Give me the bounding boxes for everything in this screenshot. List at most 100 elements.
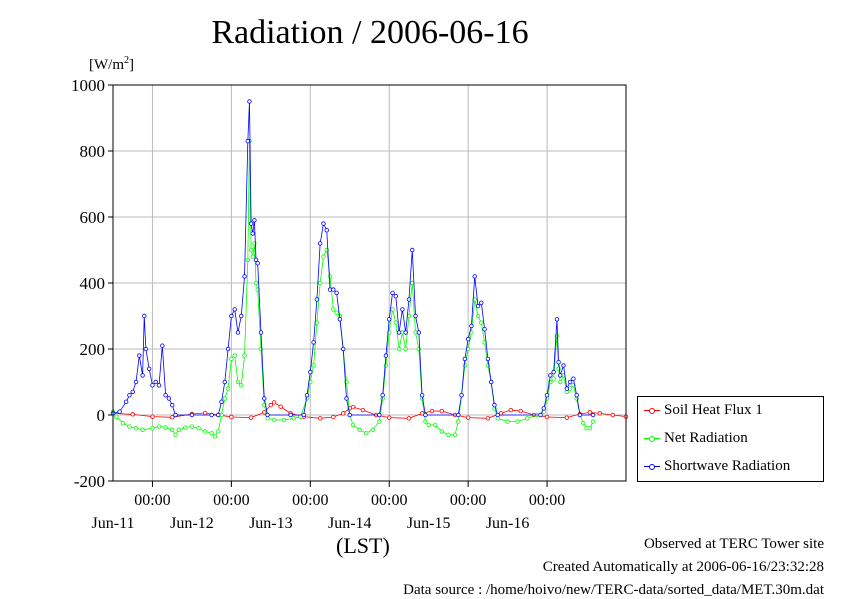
shortwave-radiation-point	[482, 327, 487, 332]
net-radiation-point	[114, 414, 119, 419]
shortwave-radiation-point	[245, 138, 251, 144]
shortwave-radiation-point	[475, 303, 481, 309]
net-radiation-point	[370, 427, 375, 433]
shortwave-radiation-point	[189, 412, 195, 418]
shortwave-radiation-point	[337, 317, 343, 322]
shortwave-radiation-point	[308, 369, 313, 375]
net-radiation-point	[357, 427, 362, 433]
shortwave-radiation-point	[538, 412, 543, 418]
net-radiation-point	[229, 356, 234, 362]
net-radiation-point	[390, 307, 395, 312]
shortwave-radiation-point	[252, 218, 257, 223]
net-radiation-point	[452, 432, 458, 437]
shortwave-radiation-point	[558, 373, 563, 378]
net-radiation-point	[169, 427, 175, 433]
shortwave-radiation-point	[347, 412, 352, 418]
shortwave-radiation-point	[479, 300, 484, 305]
net-radiation-point	[189, 424, 195, 429]
shortwave-radiation-point	[253, 257, 259, 263]
net-radiation-point	[403, 346, 408, 352]
x-day-label: Jun-11	[92, 515, 135, 532]
shortwave-radiation-point	[390, 290, 395, 296]
net-radiation-point	[250, 254, 255, 259]
soil-heat-flux-1-point	[439, 408, 445, 414]
net-radiation-point	[140, 427, 145, 433]
net-radiation-point	[350, 422, 356, 428]
y-tick-label: 0	[97, 406, 106, 425]
net-radiation-point	[433, 422, 438, 428]
net-radiation-point	[462, 363, 468, 368]
net-radiation-point	[291, 416, 297, 421]
shortwave-radiation-point	[396, 330, 402, 335]
shortwave-radiation-point	[472, 274, 477, 279]
soil-heat-flux-1-point	[271, 400, 277, 405]
shortwave-radiation-point	[242, 274, 247, 279]
soil-heat-flux-1-point	[564, 415, 570, 420]
soil-heat-flux-1-point	[229, 414, 234, 420]
net-radiation-point	[239, 383, 244, 388]
net-radiation-point	[587, 426, 593, 431]
shortwave-radiation-point	[488, 379, 494, 385]
net-radiation-point	[475, 313, 481, 319]
y-tick-label: 1000	[71, 76, 105, 95]
shortwave-radiation-point	[222, 379, 228, 385]
x-tick-label: 00:00	[450, 492, 486, 509]
net-radiation-point	[446, 432, 451, 437]
x-tick-label: 00:00	[292, 492, 328, 509]
shortwave-radiation-point	[406, 297, 412, 302]
shortwave-radiation-point	[548, 373, 553, 378]
net-radiation-point	[235, 379, 241, 385]
net-radiation-point	[176, 427, 181, 433]
legend-marker-blue-icon	[644, 462, 660, 472]
shortwave-radiation-point	[304, 393, 310, 398]
net-radiation-point	[331, 307, 336, 312]
legend-item-net-radiation: Net Radiation	[644, 430, 748, 447]
net-radiation-point	[248, 247, 254, 253]
net-radiation-point	[209, 430, 214, 436]
soil-heat-flux-1-point	[248, 415, 254, 420]
shortwave-radiation-point	[403, 330, 408, 335]
net-radiation-line	[112, 141, 594, 438]
shortwave-radiation-point	[393, 294, 399, 299]
shortwave-radiation-point	[255, 261, 260, 266]
soil-heat-flux-1-point	[317, 416, 323, 421]
shortwave-radiation-point	[173, 412, 178, 418]
shortwave-radiation-point	[416, 330, 422, 335]
soil-heat-flux-1-point	[150, 414, 155, 419]
net-radiation-point	[120, 421, 126, 426]
net-radiation-point	[242, 353, 247, 358]
shortwave-radiation-point	[590, 412, 596, 418]
soil-heat-flux-1-point	[406, 416, 412, 421]
shortwave-radiation-point	[239, 313, 244, 319]
shortwave-radiation-point	[556, 360, 561, 365]
x-day-label: Jun-16	[486, 515, 530, 532]
legend-item-shortwave-radiation: Shortwave Radiation	[644, 458, 790, 475]
net-radiation-point	[393, 320, 399, 325]
net-radiation-point	[396, 346, 402, 352]
shortwave-radiation-point	[247, 99, 252, 104]
footer-source: Data source : /home/hoivo/new/TERC-data/…	[403, 582, 824, 598]
soil-heat-flux-1-point	[518, 408, 523, 414]
shortwave-radiation-point	[258, 330, 264, 335]
net-radiation-point	[590, 419, 596, 424]
net-radiation-point	[216, 429, 221, 434]
shortwave-radiation-point	[564, 386, 570, 391]
net-radiation-point	[479, 320, 484, 325]
shortwave-radiation-point	[301, 412, 306, 418]
shortwave-radiation-point	[143, 346, 149, 352]
soil-heat-flux-1-point	[331, 414, 336, 420]
net-radiation-point	[225, 386, 231, 391]
x-tick-label: 00:00	[529, 492, 565, 509]
y-tick-label: 600	[80, 208, 106, 227]
shortwave-radiation-point	[324, 227, 329, 233]
legend-label: Shortwave Radiation	[664, 458, 791, 474]
shortwave-radiation-point	[153, 379, 158, 385]
shortwave-radiation-point	[166, 396, 172, 401]
shortwave-radiation-point	[142, 313, 147, 319]
shortwave-radiation-point	[456, 412, 461, 418]
shortwave-radiation-point	[265, 412, 270, 418]
shortwave-radiation-point	[127, 393, 132, 398]
legend-marker-green-icon	[644, 434, 660, 444]
soil-heat-flux-1-point	[360, 407, 366, 413]
net-radiation-point	[253, 280, 259, 286]
